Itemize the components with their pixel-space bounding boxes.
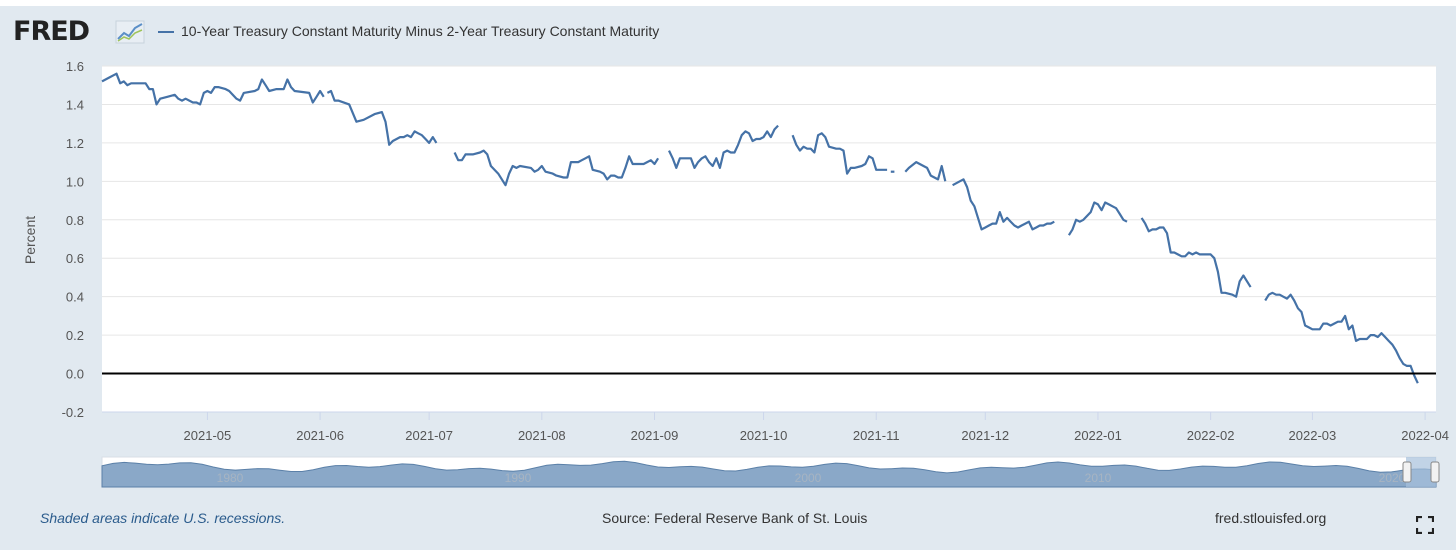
- trend-chart-icon: [115, 20, 145, 44]
- series-line-segment: [453, 149, 660, 187]
- y-tick-label: -0.2: [62, 405, 84, 420]
- y-tick-label: 0.4: [66, 290, 84, 305]
- series-line-segment: [668, 124, 779, 169]
- x-tick-label: 2021-08: [518, 428, 566, 443]
- y-tick-label: 0.8: [66, 213, 84, 228]
- recession-note: Shaded areas indicate U.S. recessions.: [40, 510, 286, 526]
- legend-label: 10-Year Treasury Constant Maturity Minus…: [181, 23, 660, 39]
- navigator-year-label: 1980: [217, 471, 244, 485]
- x-tick-label: 2021-07: [405, 428, 453, 443]
- navigator-year-label: 2010: [1085, 471, 1112, 485]
- x-tick-label: 2021-12: [961, 428, 1009, 443]
- source-text: Source: Federal Reserve Bank of St. Loui…: [602, 510, 868, 526]
- x-axis-ticks: 2021-05 2021-06 2021-07 2021-08 2021-09 2021-…: [184, 412, 1449, 443]
- y-axis-ticks: -0.2 0.0 0.2 0.4 0.6 0.8 1.0 1.2 1.4 1.6: [62, 59, 84, 420]
- navigator-area: [101, 460, 1437, 488]
- navigator-year-label: 2020: [1379, 471, 1406, 485]
- navigator-year-label: 2000: [795, 471, 822, 485]
- y-tick-label: 1.6: [66, 59, 84, 74]
- y-tick-label: 1.2: [66, 136, 84, 151]
- navigator-handle-left[interactable]: [1402, 461, 1412, 483]
- fullscreen-icon[interactable]: [1416, 516, 1434, 534]
- x-tick-label: 2021-10: [740, 428, 788, 443]
- site-link[interactable]: fred.stlouisfed.org: [1215, 510, 1327, 526]
- y-axis-label: Percent: [22, 216, 38, 264]
- fred-logo[interactable]: FRED: [13, 16, 90, 47]
- y-tick-label: 0.6: [66, 251, 84, 266]
- top-strip: [0, 0, 1456, 6]
- series-line-segment: [952, 178, 1055, 231]
- y-tick-label: 1.0: [66, 174, 84, 189]
- x-tick-label: 2022-01: [1074, 428, 1122, 443]
- series-line-segment: [1264, 291, 1419, 384]
- navigator-year-label: 1990: [505, 471, 532, 485]
- navigator[interactable]: 1980 1990 2000 2010 2020: [101, 456, 1440, 488]
- legend-swatch: [158, 31, 174, 33]
- plot-area: [102, 66, 1436, 412]
- x-tick-label: 2021-05: [184, 428, 232, 443]
- y-tick-label: 1.4: [66, 97, 84, 112]
- x-tick-label: 2022-04: [1401, 428, 1449, 443]
- navigator-labels: 1980 1990 2000 2010 2020: [217, 471, 1406, 485]
- y-tick-label: 0.0: [66, 367, 84, 382]
- x-tick-label: 2021-11: [853, 428, 900, 443]
- series-line-segment: [791, 132, 888, 175]
- series-line-segment: [326, 89, 438, 146]
- series-line-segment: [904, 161, 947, 182]
- series-line-segment: [1140, 217, 1252, 298]
- x-tick-label: 2022-02: [1187, 428, 1235, 443]
- series-line-segment: [1067, 201, 1128, 236]
- line-chart: -0.20.00.20.40.60.81.01.21.41.6 2021-05 2…: [22, 59, 1449, 488]
- navigator-handle-right[interactable]: [1430, 461, 1440, 483]
- data-series: [101, 72, 1419, 384]
- x-tick-label: 2022-03: [1289, 428, 1337, 443]
- y-tick-label: 0.2: [66, 328, 84, 343]
- x-tick-label: 2021-06: [296, 428, 344, 443]
- x-tick-label: 2021-09: [631, 428, 679, 443]
- series-line-segment: [101, 72, 325, 106]
